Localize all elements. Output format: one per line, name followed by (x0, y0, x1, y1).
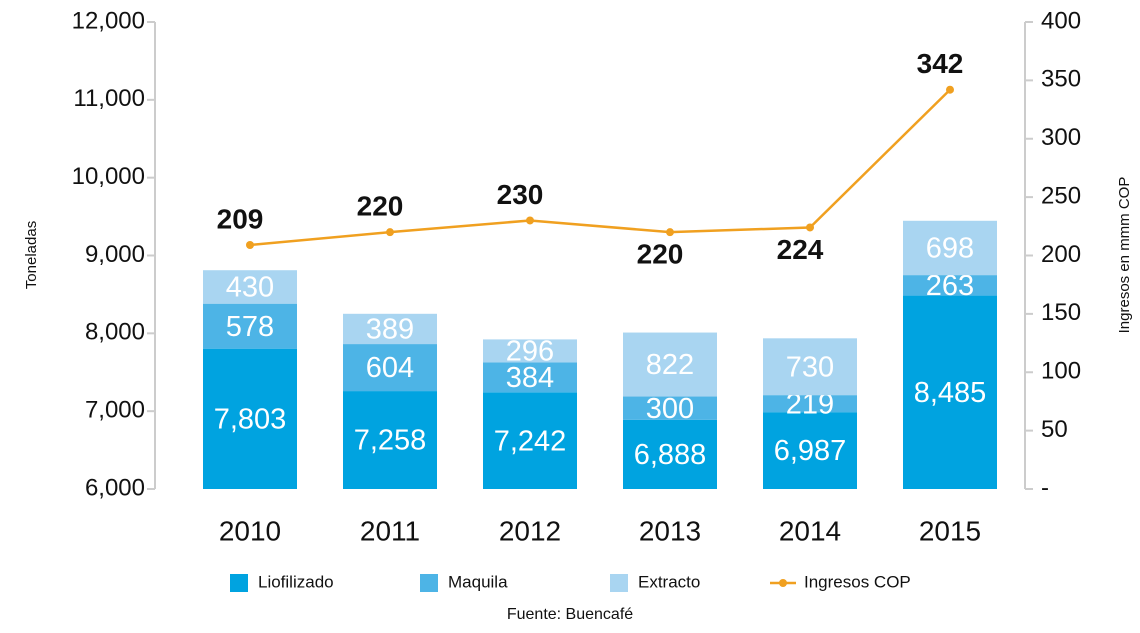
bar-value-label: 730 (786, 351, 834, 383)
bar-segment (763, 395, 857, 413)
bar-value-label: 389 (366, 314, 414, 346)
line-point (806, 223, 814, 232)
bar-value-label: 6,987 (774, 435, 847, 467)
bar-value-label: 7,242 (494, 425, 567, 457)
line-value-label: 342 (917, 48, 964, 79)
bar-segment (203, 303, 297, 349)
x-tick-label: 2015 (919, 515, 981, 546)
y2-tick-label: 250 (1041, 182, 1081, 209)
x-tick-label: 2014 (779, 515, 841, 546)
y-tick-label: 8,000 (85, 319, 145, 346)
y2-tick-label: 100 (1041, 358, 1081, 385)
legend-marker (779, 579, 787, 587)
line-value-label: 230 (497, 179, 544, 210)
bar-segment (763, 338, 857, 396)
bar-value-label: 578 (226, 311, 274, 343)
bar-value-label: 604 (366, 352, 414, 384)
y2-tick-label: 300 (1041, 124, 1081, 151)
legend-label: Ingresos COP (804, 572, 911, 591)
bar-segment (203, 270, 297, 304)
bar-value-label: 8,485 (914, 377, 987, 409)
bar-value-label: 6,888 (634, 439, 707, 471)
line-value-label: 220 (357, 191, 404, 222)
bar-segment (763, 412, 857, 489)
y2-tick-label: 350 (1041, 66, 1081, 93)
line-point (386, 228, 394, 237)
y2-tick-label: 150 (1041, 299, 1081, 326)
bar-value-label: 384 (506, 362, 554, 394)
bar-segment (623, 396, 717, 420)
bar-segment (903, 275, 997, 296)
bar-value-label: 296 (506, 336, 554, 368)
line-point (666, 228, 674, 237)
y-tick-label: 11,000 (73, 85, 145, 112)
y2-tick-label: 200 (1041, 241, 1081, 268)
y-tick-label: 6,000 (85, 474, 145, 501)
bar-value-label: 698 (926, 233, 974, 265)
y-tick-label: 12,000 (72, 7, 145, 34)
source: Fuente: Buencafé (507, 606, 633, 623)
line-point (526, 216, 534, 225)
x-tick-label: 2010 (219, 515, 281, 546)
bar-segment (483, 362, 577, 393)
legend-label: Maquila (448, 572, 508, 591)
bar-value-label: 822 (646, 349, 694, 381)
x-tick-label: 2012 (499, 515, 561, 546)
bar-value-label: 263 (926, 270, 974, 302)
bar-value-label: 300 (646, 393, 694, 425)
bar-segment (203, 348, 297, 489)
y-tick-label: 9,000 (85, 241, 145, 268)
y-tick-label: 10,000 (72, 163, 145, 190)
y2-tick-label: 400 (1041, 7, 1081, 34)
y2-tick-label: - (1041, 474, 1049, 501)
x-tick-label: 2011 (360, 515, 420, 546)
legend-swatch (610, 574, 628, 592)
bar-segment (623, 332, 717, 397)
y-axis-title: Toneladas (23, 221, 40, 289)
line-value-label: 209 (217, 203, 264, 234)
bar-segment (343, 344, 437, 392)
x-tick-label: 2013 (639, 515, 701, 546)
bar-value-label: 430 (226, 272, 274, 304)
legend-swatch (230, 574, 248, 592)
line-point (946, 85, 954, 94)
line-point (246, 240, 254, 249)
legend-swatch (420, 574, 438, 592)
bar-segment (903, 220, 997, 276)
line-value-label: 220 (637, 239, 684, 270)
bar-segment (623, 419, 717, 489)
line (249, 88, 951, 247)
y-tick-label: 7,000 (85, 397, 145, 424)
y2-axis-title: Ingresos en mmm COP (1116, 177, 1133, 334)
bar-segment (903, 295, 997, 489)
legend-label: Extracto (638, 572, 700, 591)
bar-segment (343, 313, 437, 345)
legend-label: Liofilizado (258, 572, 334, 591)
bar-value-label: 7,258 (354, 425, 427, 457)
line-value-label: 224 (777, 234, 824, 265)
bar-segment (343, 391, 437, 489)
bar-segment (483, 392, 577, 489)
y2-tick-label: 50 (1041, 416, 1068, 443)
bar-value-label: 7,803 (214, 403, 287, 435)
bar-segment (483, 339, 577, 363)
